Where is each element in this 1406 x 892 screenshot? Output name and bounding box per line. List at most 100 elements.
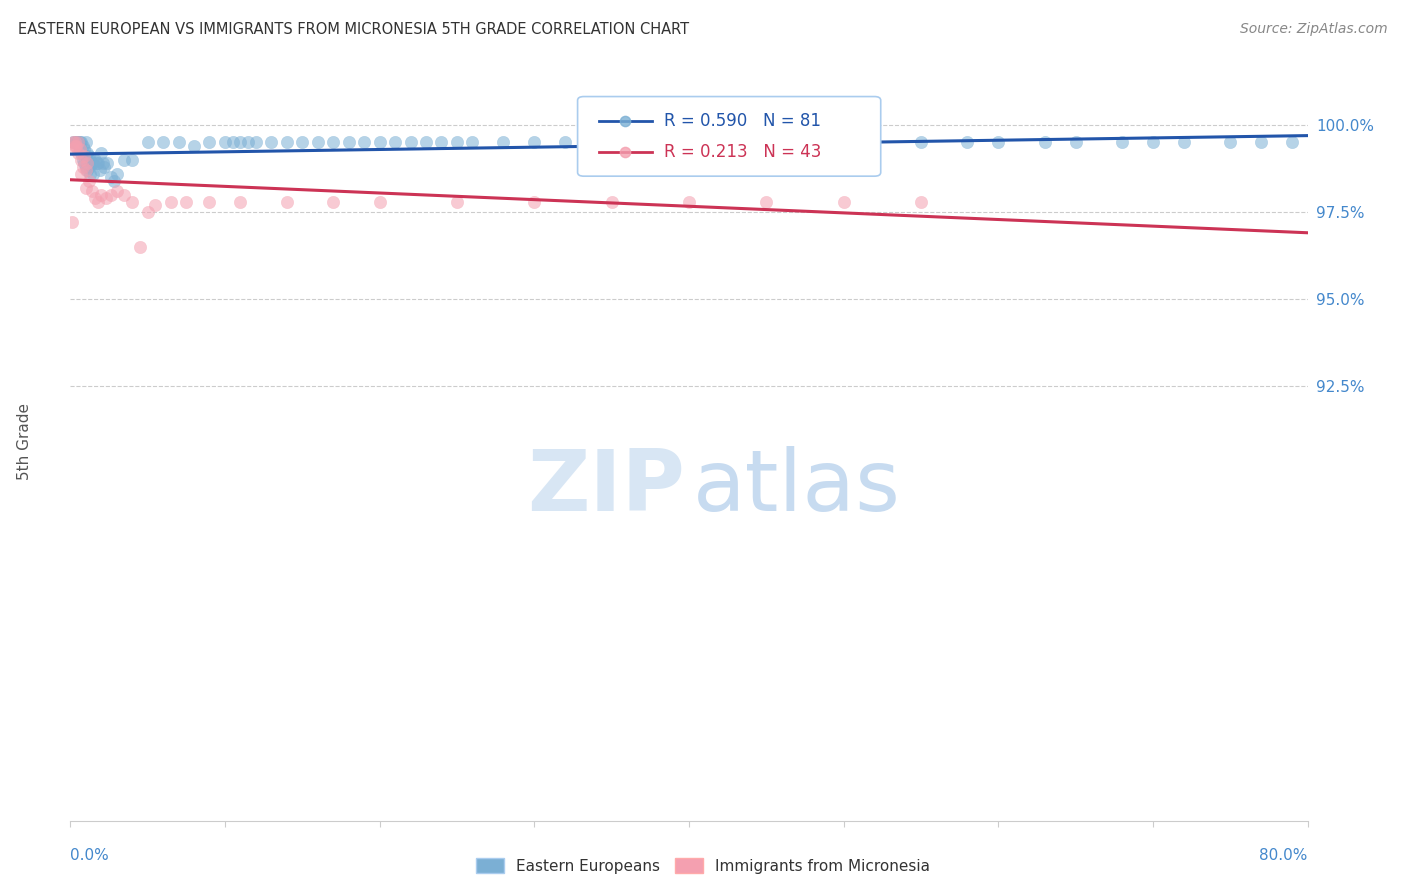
Point bbox=[152, 136, 174, 150]
Point bbox=[103, 174, 125, 188]
Point bbox=[62, 142, 84, 156]
Point bbox=[229, 136, 252, 150]
Point bbox=[399, 136, 422, 150]
Point bbox=[80, 184, 103, 198]
Point bbox=[987, 136, 1010, 150]
Point bbox=[70, 153, 93, 167]
Point bbox=[956, 136, 979, 150]
Point bbox=[67, 136, 90, 150]
Point bbox=[73, 142, 96, 156]
Point bbox=[87, 156, 110, 170]
Point bbox=[222, 136, 245, 150]
Point bbox=[198, 194, 221, 209]
Point bbox=[1250, 136, 1272, 150]
Point bbox=[80, 156, 103, 170]
Point bbox=[322, 136, 344, 150]
Point bbox=[86, 156, 108, 170]
Point bbox=[77, 160, 100, 174]
Point bbox=[276, 136, 298, 150]
Point bbox=[77, 149, 100, 163]
Point bbox=[384, 136, 406, 150]
Point bbox=[67, 136, 90, 150]
Text: atlas: atlas bbox=[693, 445, 901, 529]
Point bbox=[75, 136, 97, 150]
Point bbox=[90, 187, 112, 202]
Point bbox=[70, 136, 93, 150]
Point bbox=[307, 136, 329, 150]
Point bbox=[446, 194, 468, 209]
Text: 0.0%: 0.0% bbox=[70, 848, 110, 863]
Point bbox=[82, 167, 105, 181]
Point bbox=[73, 149, 96, 163]
Point bbox=[72, 153, 94, 167]
Point bbox=[100, 170, 122, 185]
Point bbox=[79, 153, 101, 167]
Point bbox=[76, 145, 98, 160]
Point bbox=[260, 136, 283, 150]
Text: Source: ZipAtlas.com: Source: ZipAtlas.com bbox=[1240, 22, 1388, 37]
Point bbox=[70, 145, 93, 160]
Point bbox=[62, 136, 84, 150]
Point bbox=[523, 194, 546, 209]
Point bbox=[87, 194, 110, 209]
Point bbox=[1173, 136, 1195, 150]
Point bbox=[75, 163, 97, 178]
Point bbox=[69, 142, 91, 156]
Point bbox=[198, 136, 221, 150]
Point bbox=[93, 160, 115, 174]
Point bbox=[75, 180, 97, 194]
Point bbox=[82, 156, 105, 170]
Point bbox=[89, 163, 111, 178]
Point bbox=[63, 136, 86, 150]
Point bbox=[63, 139, 86, 153]
Point bbox=[291, 136, 314, 150]
Point bbox=[121, 194, 143, 209]
Point bbox=[84, 153, 107, 167]
Point bbox=[430, 136, 453, 150]
Point bbox=[84, 191, 107, 205]
Point bbox=[90, 145, 112, 160]
Point bbox=[75, 160, 97, 174]
Point bbox=[65, 136, 87, 150]
Text: EASTERN EUROPEAN VS IMMIGRANTS FROM MICRONESIA 5TH GRADE CORRELATION CHART: EASTERN EUROPEAN VS IMMIGRANTS FROM MICR… bbox=[18, 22, 689, 37]
FancyBboxPatch shape bbox=[578, 96, 880, 177]
Point bbox=[446, 136, 468, 150]
Point bbox=[69, 142, 91, 156]
Point bbox=[368, 194, 391, 209]
Point bbox=[60, 215, 83, 229]
Point bbox=[76, 156, 98, 170]
Point bbox=[1281, 136, 1303, 150]
Point bbox=[832, 194, 855, 209]
Point bbox=[214, 136, 236, 150]
Text: R = 0.213   N = 43: R = 0.213 N = 43 bbox=[664, 144, 821, 161]
Point bbox=[94, 191, 117, 205]
Point bbox=[73, 156, 96, 170]
Point bbox=[238, 136, 260, 150]
Point bbox=[368, 136, 391, 150]
Point bbox=[492, 136, 515, 150]
Point bbox=[62, 136, 84, 150]
Point bbox=[114, 153, 135, 167]
Point bbox=[1142, 136, 1164, 150]
Point bbox=[129, 240, 152, 254]
Point bbox=[415, 136, 437, 150]
Point bbox=[461, 136, 484, 150]
Point bbox=[678, 194, 700, 209]
Point bbox=[121, 153, 143, 167]
Point bbox=[600, 136, 623, 150]
Point bbox=[105, 167, 128, 181]
Point bbox=[1219, 136, 1241, 150]
Text: R = 0.590   N = 81: R = 0.590 N = 81 bbox=[664, 112, 821, 129]
Point bbox=[70, 167, 93, 181]
Point bbox=[167, 136, 190, 150]
Point bbox=[353, 136, 375, 150]
Point bbox=[337, 136, 360, 150]
Point bbox=[76, 163, 98, 178]
Point bbox=[1064, 136, 1087, 150]
Point bbox=[174, 194, 197, 209]
Point bbox=[91, 156, 114, 170]
Point bbox=[183, 139, 205, 153]
Text: ZIP: ZIP bbox=[527, 445, 685, 529]
Point bbox=[145, 198, 166, 212]
Point bbox=[63, 136, 86, 150]
